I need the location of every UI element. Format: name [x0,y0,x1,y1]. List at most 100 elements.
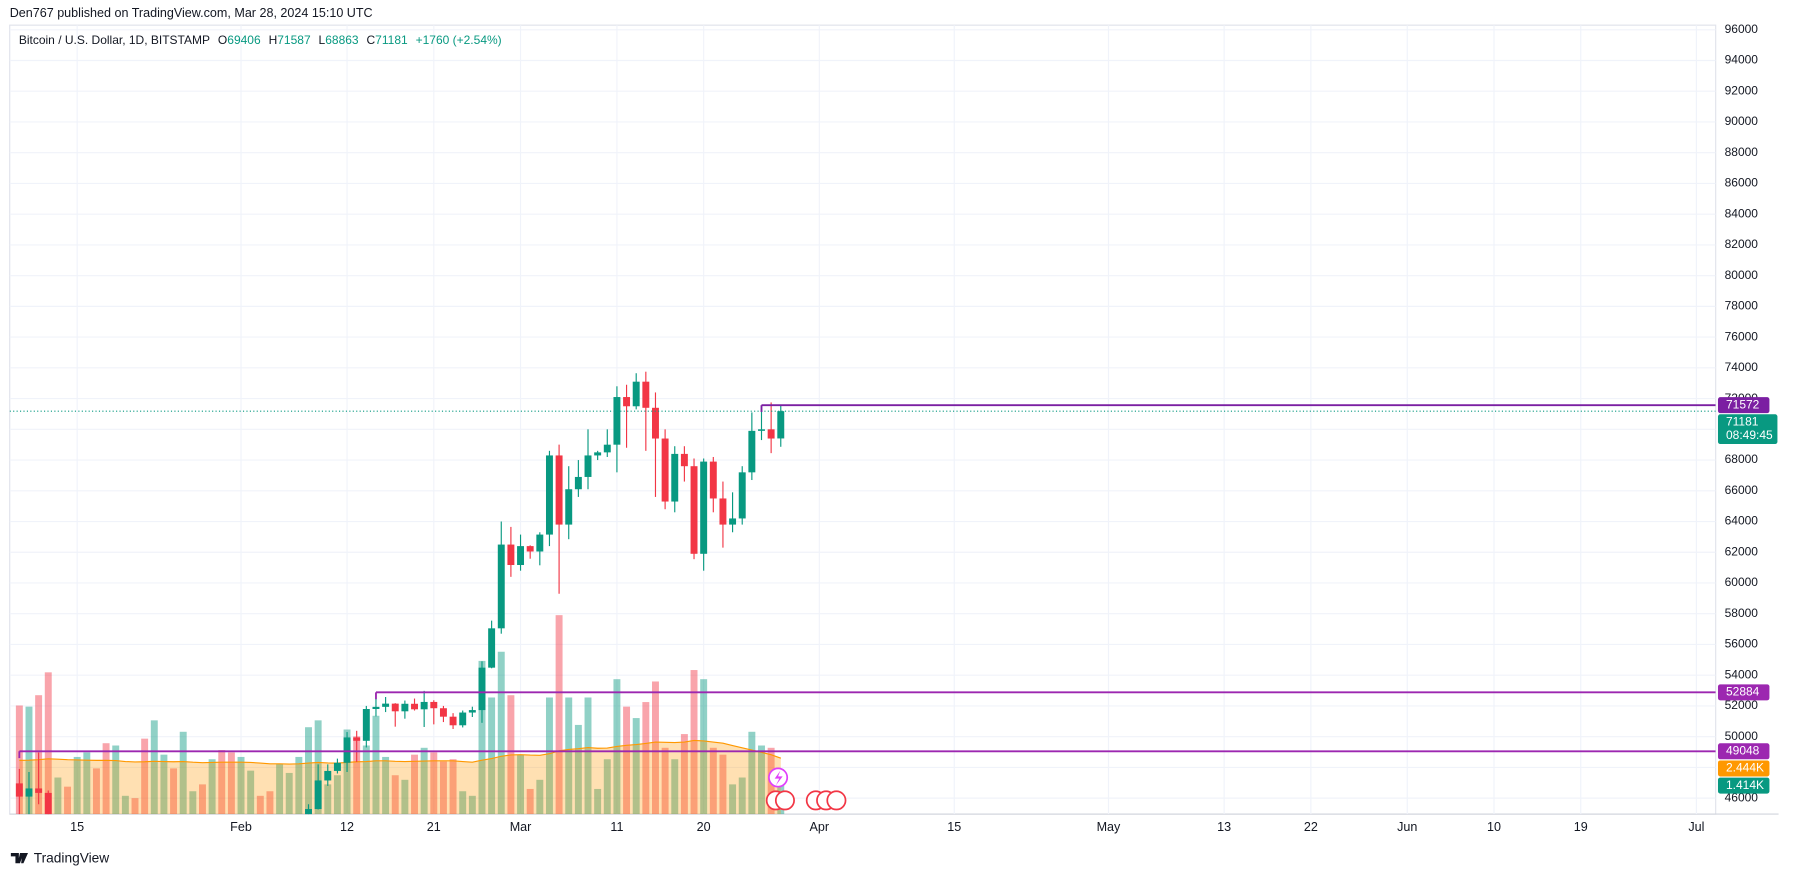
candle-body [555,455,563,525]
level-tag-text: 71572 [1726,397,1760,411]
volume-bar [459,791,467,815]
volume-bar [584,697,592,815]
attribution: Den767 published on TradingView.com, Mar… [10,6,373,20]
level-tag [1717,397,1770,414]
volume-bar [632,718,640,815]
candle-body [671,453,679,502]
volume-bar [276,763,284,815]
volume-bar [391,775,399,815]
candle-body [44,792,52,815]
x-tick-label: Jul [1688,820,1704,834]
y-tick-label: 60000 [1725,575,1759,589]
volume-bar [353,736,361,815]
volume-bar [497,651,505,815]
volume-tag [1717,777,1770,794]
volume-bar [449,759,457,815]
y-tick-label: 96000 [1725,22,1759,36]
y-tick-label: 84000 [1725,206,1759,220]
candle-body [411,703,418,710]
candle-body [729,518,737,525]
volume-bar [642,702,650,815]
ohlc-prefix: O [218,33,227,47]
level-tag-text: 49048 [1726,743,1760,757]
x-tick-label: 21 [427,820,441,834]
price-pane [9,371,1716,815]
y-tick-label: 78000 [1725,299,1759,313]
candle-body [661,438,669,502]
y-tick-label: 46000 [1725,790,1759,804]
volume-bar [594,788,602,815]
volume-bar [121,795,129,815]
volume-bar [266,791,274,815]
candle-body [700,461,708,554]
footer-text: TradingView [34,850,110,865]
candle-body [709,461,717,499]
y-tick-label: 56000 [1725,637,1759,651]
y-tick-label: 80000 [1725,268,1759,282]
change: +1760 (+2.54%) [416,33,502,47]
y-tick-label: 92000 [1725,83,1759,97]
candle-body [603,444,611,453]
volume-bar [748,731,756,815]
y-tick-label: 90000 [1725,114,1759,128]
ohlc-prefix: C [367,33,376,47]
volume-bar [623,706,631,815]
volume-bar [729,784,737,815]
volume-bar [517,754,525,815]
volume-bar [179,731,187,815]
x-tick-label: May [1097,820,1121,834]
candle-body [468,710,476,713]
candle-body [420,701,428,710]
y-tick-label: 74000 [1725,360,1759,374]
candle-body [497,544,505,629]
y-tick-label: 68000 [1725,452,1759,466]
candle-body [719,498,727,525]
x-tick-label: Feb [230,820,252,834]
volume-bar [64,786,72,815]
x-tick-label: 13 [1217,820,1231,834]
volume-bar [208,759,216,815]
volume-bar [680,734,688,815]
volume-bar [324,784,332,815]
candle-body [623,397,631,407]
volume-bar [430,752,438,815]
volume-ma-tag [1717,760,1770,777]
volume-bar [256,795,264,815]
ohlc-prefix: L [319,33,326,47]
candle-body [362,708,370,741]
volume-bar [603,759,611,815]
volume-bar [73,756,81,815]
candle-body [767,429,775,439]
y-tick-label: 66000 [1725,483,1759,497]
volume-bar [709,747,717,815]
candle-body [526,546,534,552]
volume-bar [285,772,293,815]
volume-bar [237,756,245,815]
volume-bar [44,672,52,815]
candle-body [449,716,457,726]
candle-body [324,770,332,781]
candle-body [748,430,756,473]
candle-body [15,783,23,797]
last-price-tag [1717,414,1778,445]
candle-body [690,466,698,554]
volume-ma-area [19,740,781,815]
volume-bar [690,670,698,815]
candle-body [777,411,785,439]
x-tick-label: 10 [1487,820,1501,834]
volume-bar [758,745,765,815]
candle-body [343,737,351,763]
candle-body [459,712,467,726]
candle-body [333,762,341,771]
candle-body [680,453,688,467]
volume-bar [545,697,553,815]
legend: Bitcoin / U.S. Dollar, 1D, BITSTAMP O694… [19,33,502,47]
ohlc-close: 71181 [375,33,408,47]
volume-bar [218,750,226,815]
volume-bar [671,759,679,815]
symbol: Bitcoin / U.S. Dollar, 1D, BITSTAMP [19,33,210,47]
candle-body [430,701,438,709]
volume-bar [295,756,303,815]
